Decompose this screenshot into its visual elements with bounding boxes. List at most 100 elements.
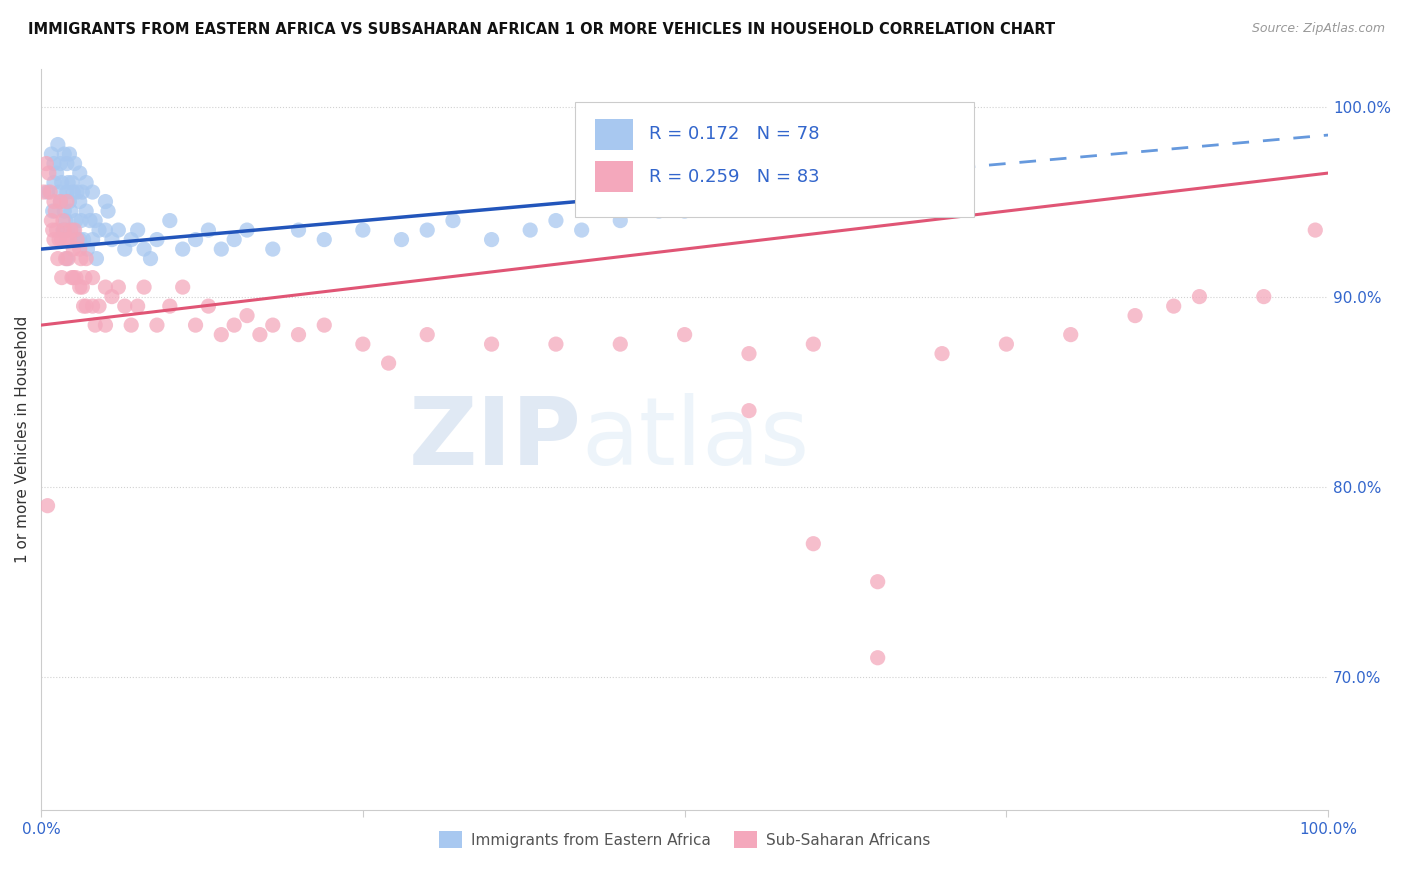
Point xyxy=(262,318,284,332)
Point xyxy=(314,233,336,247)
Point xyxy=(224,318,246,332)
Point xyxy=(62,185,84,199)
Point xyxy=(38,166,60,180)
Point xyxy=(69,242,91,256)
Point xyxy=(58,194,80,209)
Point xyxy=(87,299,110,313)
Point xyxy=(995,337,1018,351)
Point xyxy=(159,213,181,227)
Point xyxy=(72,299,94,313)
Point xyxy=(37,185,59,199)
Point xyxy=(262,242,284,256)
Point xyxy=(39,185,62,199)
Point xyxy=(58,147,80,161)
Point xyxy=(82,185,104,199)
Point xyxy=(249,327,271,342)
Point xyxy=(107,280,129,294)
Point xyxy=(441,213,464,227)
FancyBboxPatch shape xyxy=(595,161,633,192)
Point xyxy=(72,233,94,247)
Point xyxy=(866,650,889,665)
Point xyxy=(55,213,77,227)
Text: R = 0.259   N = 83: R = 0.259 N = 83 xyxy=(648,168,820,186)
Point xyxy=(209,327,232,342)
Point xyxy=(42,233,65,247)
Point xyxy=(1303,223,1326,237)
Point xyxy=(56,223,79,237)
Point xyxy=(53,147,76,161)
Point xyxy=(46,252,69,266)
Text: Source: ZipAtlas.com: Source: ZipAtlas.com xyxy=(1251,22,1385,36)
Point xyxy=(120,233,142,247)
Point xyxy=(56,156,79,170)
Point xyxy=(94,280,117,294)
Point xyxy=(224,233,246,247)
Y-axis label: 1 or more Vehicles in Household: 1 or more Vehicles in Household xyxy=(15,316,30,563)
Point xyxy=(69,280,91,294)
Point xyxy=(481,337,503,351)
Point xyxy=(416,327,439,342)
Point xyxy=(66,233,89,247)
Point xyxy=(58,233,80,247)
Point xyxy=(49,156,72,170)
Point xyxy=(236,223,259,237)
Point xyxy=(75,204,97,219)
Point xyxy=(1253,290,1275,304)
Point xyxy=(287,223,309,237)
Point xyxy=(60,270,83,285)
Point xyxy=(377,356,399,370)
Point xyxy=(127,299,149,313)
Point xyxy=(49,194,72,209)
Point xyxy=(352,337,374,351)
Point xyxy=(801,337,824,351)
Point xyxy=(76,242,98,256)
Point xyxy=(75,252,97,266)
Text: ZIP: ZIP xyxy=(409,393,582,485)
Point xyxy=(46,137,69,152)
Point xyxy=(42,156,65,170)
Point xyxy=(52,223,75,237)
Point xyxy=(53,223,76,237)
Point xyxy=(139,252,162,266)
Point xyxy=(481,233,503,247)
Point xyxy=(48,233,70,247)
Point xyxy=(75,299,97,313)
Point xyxy=(51,233,73,247)
Point xyxy=(45,223,67,237)
Point xyxy=(738,346,761,360)
Point xyxy=(801,537,824,551)
Point xyxy=(82,270,104,285)
Point xyxy=(45,166,67,180)
Point xyxy=(84,213,107,227)
Point xyxy=(146,318,169,332)
Text: R = 0.172   N = 78: R = 0.172 N = 78 xyxy=(648,126,820,144)
Point xyxy=(37,499,59,513)
Point xyxy=(65,213,87,227)
Point xyxy=(62,270,84,285)
Point xyxy=(60,176,83,190)
Point xyxy=(120,318,142,332)
FancyBboxPatch shape xyxy=(575,102,974,217)
Point xyxy=(55,252,77,266)
Point xyxy=(648,204,671,219)
Point xyxy=(94,223,117,237)
Point xyxy=(69,233,91,247)
Point xyxy=(699,156,721,170)
Point xyxy=(62,242,84,256)
Point xyxy=(70,213,93,227)
Point xyxy=(42,176,65,190)
Point xyxy=(41,147,63,161)
Point xyxy=(673,204,696,219)
Point xyxy=(44,204,66,219)
Point xyxy=(609,337,631,351)
Point xyxy=(101,290,124,304)
Point xyxy=(159,299,181,313)
Point xyxy=(738,403,761,417)
Point xyxy=(519,223,541,237)
Point xyxy=(42,194,65,209)
Point xyxy=(544,337,567,351)
Point xyxy=(62,223,84,237)
Point xyxy=(73,270,96,285)
Point xyxy=(184,318,207,332)
Point xyxy=(65,270,87,285)
